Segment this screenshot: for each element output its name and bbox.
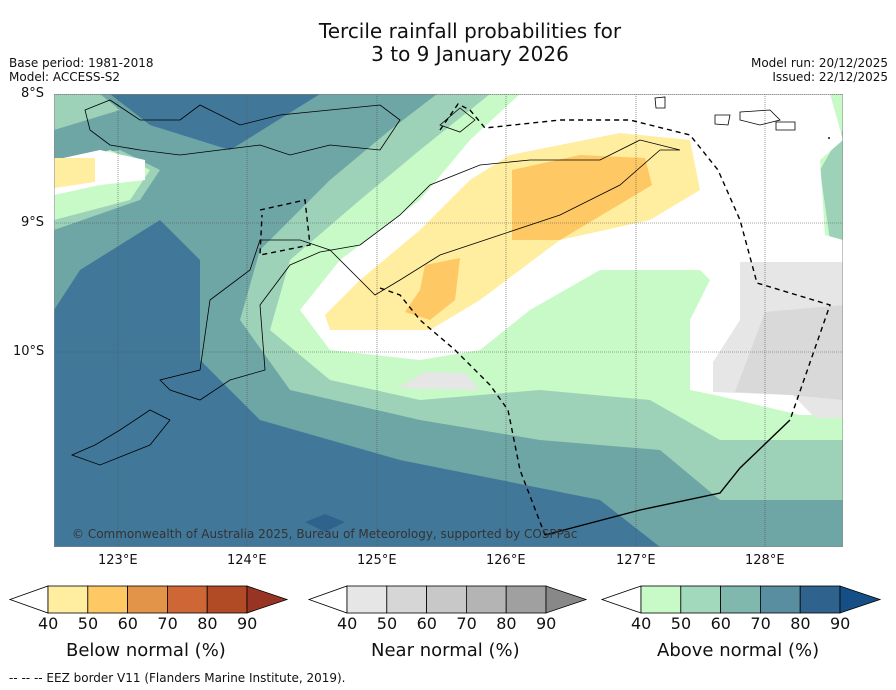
colorbar-segment (465, 585, 507, 614)
colorbar-tick-label: 40 (38, 614, 59, 633)
lat-label: 9°S (21, 215, 45, 230)
colorbar-tick-label: 90 (830, 614, 851, 633)
colorbar-max-arrow (246, 585, 289, 614)
colorbar-tick-label: 70 (750, 614, 771, 633)
lon-label: 123°E (98, 553, 138, 568)
colorbar-segment (87, 585, 129, 614)
colorbar-tick-label: 60 (416, 614, 437, 633)
colorbar-segment (720, 585, 761, 614)
base-period: Base period: 1981-2018 (9, 56, 154, 70)
below-normal-50-region-s (405, 258, 460, 320)
colorbar-title-above: Above normal (%) (657, 640, 820, 661)
colorbar-tick-label: 50 (77, 614, 99, 633)
title-line-2: 3 to 9 January 2026 (371, 42, 569, 66)
colorbar-segment (346, 585, 388, 614)
colorbar-segment (505, 585, 547, 614)
colorbar-segment (206, 585, 248, 614)
near-normal-40-patch (398, 372, 480, 390)
colorbar-max-arrow (545, 585, 588, 614)
lat-label: 10°S (13, 344, 45, 359)
colorbar-tick-label: 40 (337, 614, 358, 633)
colorbar-title-near: Near normal (%) (371, 640, 520, 661)
colorbar-above (600, 585, 882, 614)
colorbar-segment (127, 585, 168, 614)
below-normal-40-region-w (54, 158, 95, 188)
colorbar-tick-label: 40 (631, 614, 652, 633)
colorbar-tick-label: 70 (157, 614, 178, 633)
map-frame (54, 94, 843, 547)
colorbar-segment (799, 585, 841, 614)
probability-map (54, 94, 843, 547)
colorbar-title-below: Below normal (%) (66, 640, 226, 661)
colorbar-tick-label: 60 (710, 614, 731, 633)
eez-border (259, 103, 831, 536)
above-normal-80-patch (305, 514, 345, 532)
colorbar-tick-label: 50 (376, 614, 398, 633)
model-name: Model: ACCESS-S2 (9, 70, 121, 84)
copyright-notice: © Commonwealth of Australia 2025, Bureau… (72, 527, 578, 541)
figure-title: Tercile rainfall probabilities for 3 to … (0, 20, 896, 66)
colorbar-min-arrow (600, 585, 642, 614)
colorbar-tick-label: 90 (536, 614, 557, 633)
colorbar-max-arrow (839, 585, 882, 614)
colorbar-tick-label: 80 (496, 614, 517, 633)
colorbar-segment (680, 585, 722, 614)
colorbar-segment (640, 585, 682, 614)
colorbar-min-arrow (8, 585, 49, 614)
colorbar-near (307, 585, 588, 614)
coastlines (70, 96, 796, 466)
title-line-1: Tercile rainfall probabilities for (318, 19, 622, 43)
colorbar-tick-label: 50 (670, 614, 692, 633)
colorbar-tick-label: 90 (237, 614, 258, 633)
colorbar-tick-label: 70 (456, 614, 477, 633)
lon-label: 124°E (227, 553, 267, 568)
lon-label: 128°E (745, 553, 785, 568)
colorbar-segment (426, 585, 467, 614)
issued-date: Issued: 22/12/2025 (772, 70, 888, 84)
white-region (300, 94, 843, 415)
colorbar-segment (759, 585, 801, 614)
colorbar-segment (166, 585, 208, 614)
below-normal-50-region (512, 155, 652, 240)
eez-legend-note: -- -- -- EEZ border V11 (Flanders Marine… (9, 671, 346, 685)
lon-label: 126°E (486, 553, 526, 568)
colorbar-tick-label: 80 (197, 614, 218, 633)
lat-label: 8°S (21, 86, 45, 101)
colorbar-min-arrow (307, 585, 348, 614)
colorbar-segment (47, 585, 89, 614)
colorbar-segment (386, 585, 428, 614)
lon-label: 127°E (616, 553, 656, 568)
eez-border-solid (544, 419, 791, 536)
lon-label: 125°E (357, 553, 397, 568)
colorbar-tick-label: 60 (117, 614, 138, 633)
model-run: Model run: 20/12/2025 (750, 56, 888, 70)
colorbar-tick-label: 80 (790, 614, 811, 633)
near-normal-50-region (735, 305, 843, 400)
colorbar-below (8, 585, 289, 614)
